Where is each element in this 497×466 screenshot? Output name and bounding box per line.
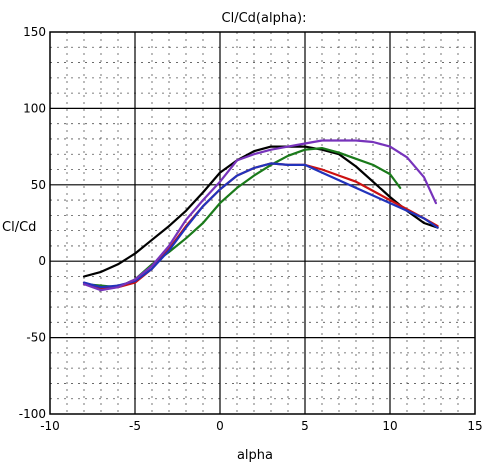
x-tick-label: 0 <box>216 419 224 433</box>
x-tick-label: -10 <box>40 419 60 433</box>
x-tick-label: -5 <box>129 419 141 433</box>
plot-area-border <box>49 31 476 415</box>
y-tick-label: 150 <box>23 25 46 39</box>
series-line-2 <box>82 147 402 289</box>
x-tick-label: 15 <box>467 419 482 433</box>
x-tick-labels: -10 -5 0 5 10 15 <box>40 419 482 433</box>
series-layer <box>82 139 439 292</box>
series-line-1 <box>82 145 439 278</box>
x-axis-label: alpha <box>237 448 273 463</box>
x-tick-label: 5 <box>301 419 309 433</box>
major-grid <box>50 32 475 414</box>
y-tick-label: -50 <box>26 331 46 345</box>
y-tick-label: 100 <box>23 101 46 115</box>
series-line-3 <box>82 162 439 290</box>
chart-title: Cl/Cd(alpha): <box>222 11 307 26</box>
series-line-4 <box>82 162 439 289</box>
y-tick-label: 50 <box>31 178 46 192</box>
series-line-5 <box>82 139 437 292</box>
y-tick-labels: 150 100 50 0 -50 -100 <box>19 25 46 421</box>
y-axis-label: Cl/Cd <box>2 220 36 235</box>
y-tick-label: -100 <box>19 407 46 421</box>
minor-grid <box>50 32 475 414</box>
y-tick-label: 0 <box>38 254 46 268</box>
x-tick-label: 10 <box>382 419 397 433</box>
